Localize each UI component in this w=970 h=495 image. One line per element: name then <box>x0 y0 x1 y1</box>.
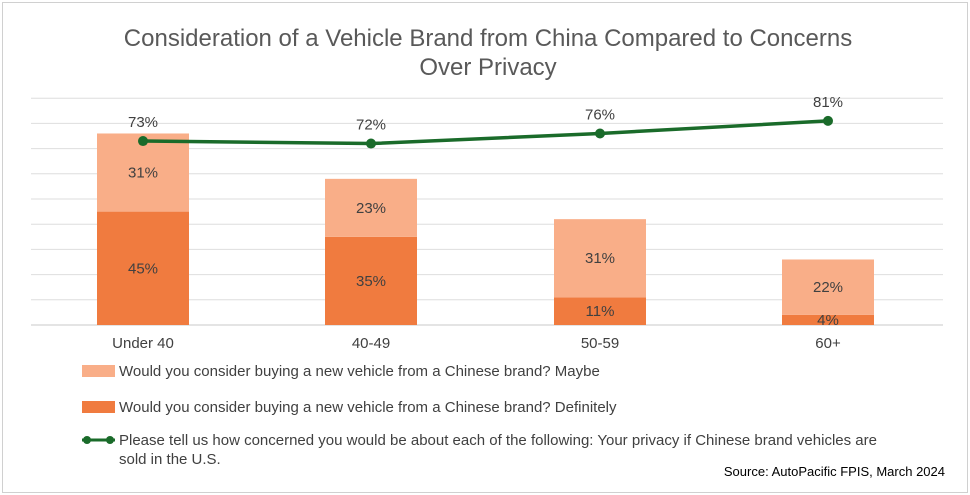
source-note: Source: AutoPacific FPIS, March 2024 <box>724 464 945 479</box>
bar-definitely <box>554 297 646 325</box>
privacy-point <box>138 136 148 147</box>
data-label-definitely: 4% <box>817 312 839 329</box>
chart-title: Consideration of a Vehicle Brand from Ch… <box>124 25 852 81</box>
bar-maybe <box>97 133 189 212</box>
legend-swatch-privacy-marker <box>106 436 114 444</box>
data-label-privacy: 73% <box>128 114 158 131</box>
chart-title-line-2: Over Privacy <box>419 54 556 81</box>
legend: Would you consider buying a new vehicle … <box>82 363 877 468</box>
data-label-privacy: 81% <box>813 94 843 111</box>
line-series: 73% 72% 76% 81% <box>128 94 843 149</box>
chart-svg: Consideration of a Vehicle Brand from Ch… <box>31 25 945 479</box>
chart-title-line-1: Consideration of a Vehicle Brand from Ch… <box>124 25 852 52</box>
bar-maybe <box>325 178 417 237</box>
bar-maybe <box>782 259 874 315</box>
legend-swatch-privacy-marker <box>83 436 91 444</box>
data-label-definitely: 35% <box>356 273 386 290</box>
bar-maybe <box>554 219 646 298</box>
privacy-point <box>823 115 833 126</box>
category-label: 40-49 <box>352 335 390 352</box>
bars: 45% 31% 35% 23% 11% 31% 4% 22% <box>97 133 874 329</box>
privacy-line <box>141 119 830 146</box>
category-label: 50-59 <box>581 335 619 352</box>
data-label-privacy: 72% <box>356 117 386 134</box>
category-label: 60+ <box>815 335 841 352</box>
data-label-definitely: 11% <box>586 303 615 320</box>
data-label-maybe: 23% <box>356 200 386 217</box>
data-label-maybe: 31% <box>128 165 158 182</box>
category-label: Under 40 <box>112 335 174 352</box>
legend-label-privacy-line-1: Please tell us how concerned you would b… <box>119 432 877 449</box>
legend-label-maybe: Would you consider buying a new vehicle … <box>119 363 600 380</box>
legend-swatch-definitely <box>82 401 115 413</box>
legend-swatch-maybe <box>82 365 115 377</box>
privacy-point <box>595 128 605 139</box>
bar-definitely <box>325 236 417 325</box>
data-label-definitely: 45% <box>128 260 158 277</box>
legend-label-privacy-line-2: sold in the U.S. <box>119 451 221 468</box>
data-label-maybe: 31% <box>585 250 615 267</box>
data-label-maybe: 22% <box>813 279 843 296</box>
privacy-point <box>366 138 376 149</box>
legend-label-definitely: Would you consider buying a new vehicle … <box>119 399 617 416</box>
bar-definitely <box>97 211 189 325</box>
data-label-privacy: 76% <box>585 106 615 123</box>
bar-definitely <box>782 314 874 325</box>
category-labels: Under 40 40-49 50-59 60+ <box>112 335 841 352</box>
